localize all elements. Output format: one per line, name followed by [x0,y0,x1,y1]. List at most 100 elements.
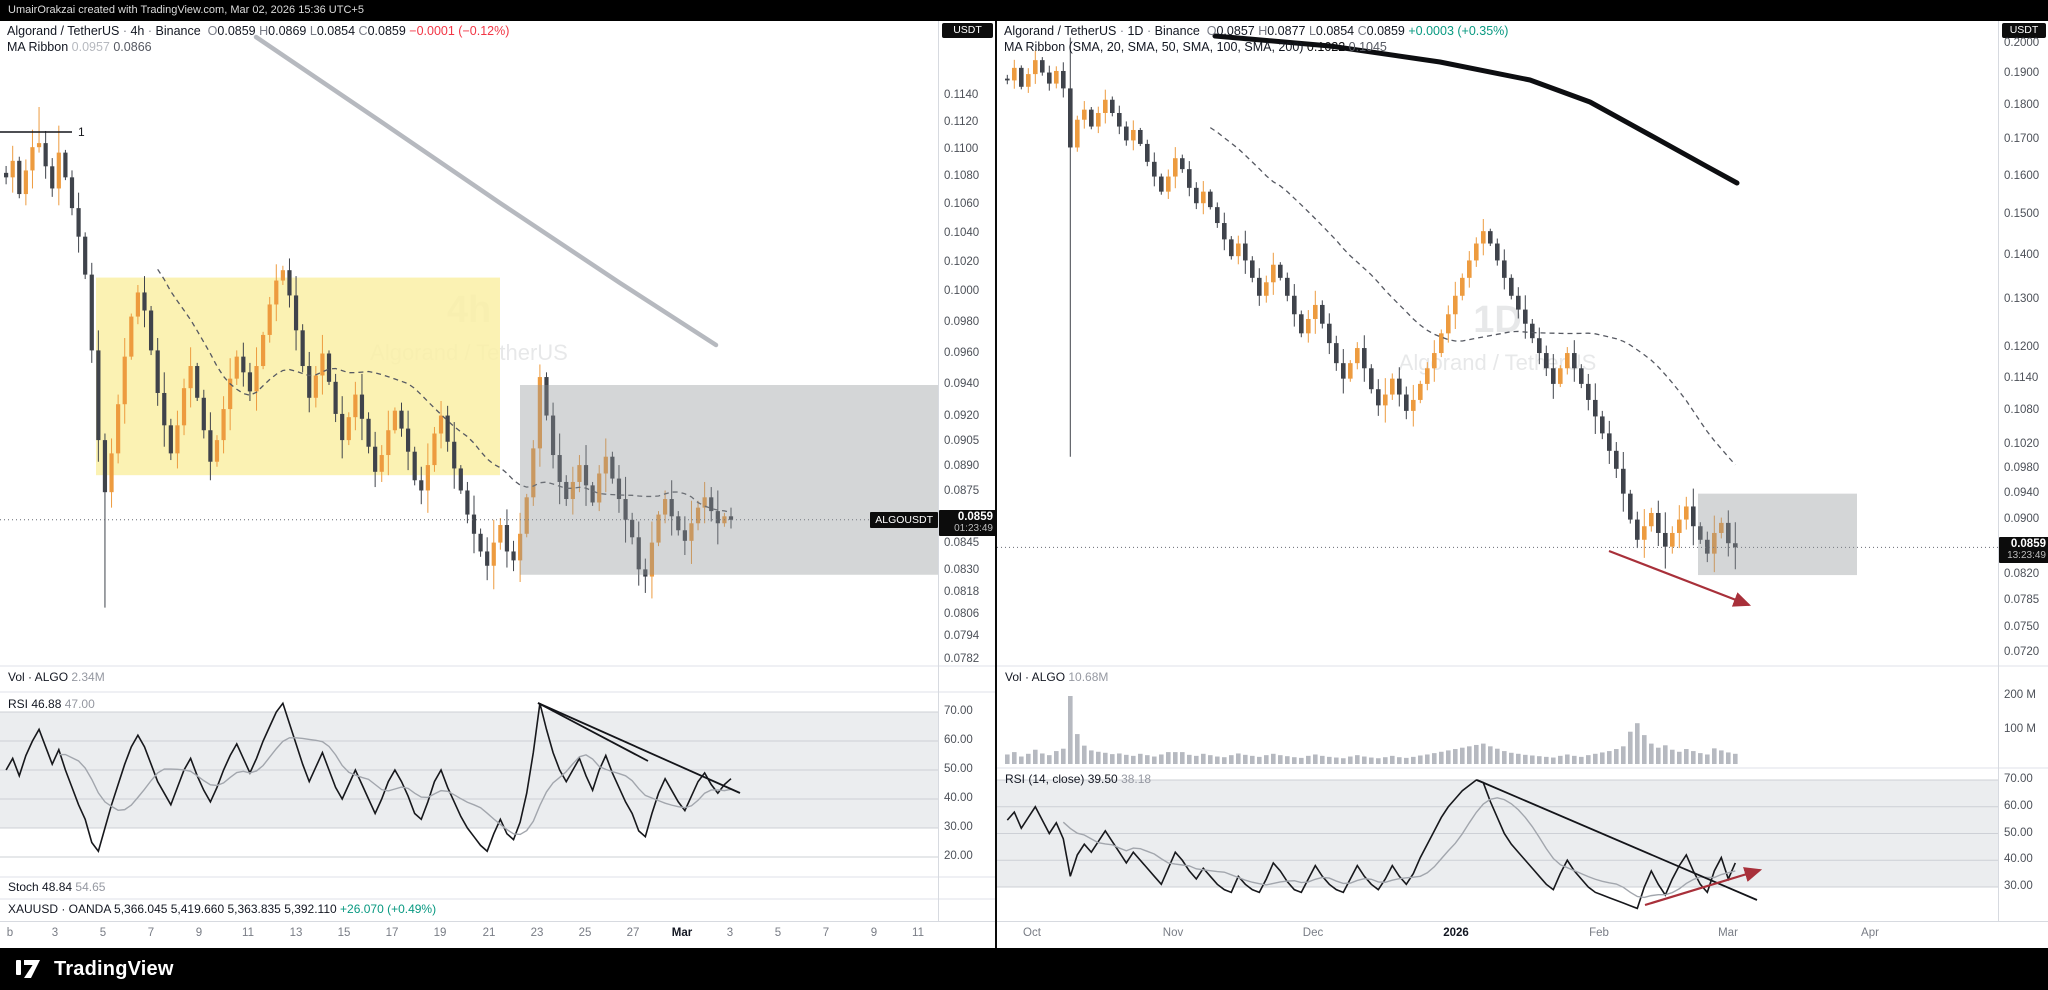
price-axis-label: 0.0980 [944,315,980,328]
price-axis-label: 0.0830 [944,564,980,577]
price-axis-label: 0.1000 [944,285,980,298]
time-axis-label: 5 [99,927,107,939]
time-axis-label: 13 [289,927,303,939]
volume-axis-label: 100 M [2004,723,2036,735]
price-axis-label: 0.1600 [2004,169,2040,182]
symbol-price-label: ALGOUSDT [870,511,938,528]
gray-highlight-box[interactable] [1698,493,1857,576]
price-chart-4h[interactable]: 1 [0,21,995,948]
price-axis-4h[interactable]: USDT 0.0859 01:23:49 0.1140 0.1120 0.1100 0… [938,21,996,921]
interval-label[interactable]: 4h [130,24,145,38]
time-axis-label: 7 [822,927,830,939]
price-axis-label: 0.1400 [2004,249,2040,262]
price-axis-label: 0.1900 [2004,67,2040,80]
price-axis-label: 0.0900 [2004,512,2040,525]
price-axis-label: 0.0806 [944,608,980,621]
price-axis-label: 0.1140 [944,89,979,102]
price-axis-label: 0.2000 [2004,36,2040,49]
current-price-tag: 0.0859 13:23:49 [1999,537,2048,564]
time-axis-label: Nov [1162,927,1184,939]
price-chart-1d[interactable] [997,21,2048,948]
volume-indicator-label[interactable]: Vol · ALGO 2.34M [8,670,105,684]
time-axis-label: 9 [195,927,203,939]
chart-panel-1d: 1D Algorand / TetherUS Algorand / Tether… [997,21,2048,948]
price-axis-label: 0.1060 [944,198,980,211]
price-axis-label: 0.1080 [2004,403,2040,416]
rsi-indicator-label[interactable]: RSI 46.88 47.00 [8,697,95,711]
price-axis-label: 0.1040 [944,226,980,239]
price-axis-label: 0.1120 [944,115,979,128]
rsi-line [5,701,732,853]
symbol-title[interactable]: Algorand / TetherUS [7,24,120,38]
price-axis-label: 0.1800 [2004,99,2040,112]
price-axis-label: 0.1700 [2004,133,2040,146]
time-axis-label: b [6,927,14,939]
panel-divider [995,21,997,948]
rsi-trendline[interactable] [537,702,649,762]
volume-bars [1005,696,1738,764]
price-axis-label: 0.0875 [944,485,980,498]
tradingview-brand-text[interactable]: TradingView [54,957,174,980]
candles [4,107,734,608]
interval-label[interactable]: 1D [1127,24,1144,38]
price-axis-label: 0.1100 [944,142,979,155]
ma-ribbon-legend[interactable]: MA Ribbon 0.0957 0.0866 [7,40,152,54]
chart-legend-1d: Algorand / TetherUS · 1D · Binance O0.08… [1004,24,1509,38]
tradingview-footer: TradingView [0,948,2048,990]
rsi-axis-label: 40.00 [2004,853,2033,866]
time-axis-label: 25 [578,927,592,939]
ohlc-low: 0.0854 [316,24,356,38]
time-axis-label: Dec [1302,927,1324,939]
candles [1005,37,1738,573]
price-axis-label: 0.1300 [2004,293,2040,306]
stoch-indicator-label[interactable]: Stoch 48.84 54.65 [8,880,106,894]
time-axis-1d[interactable]: Oct Nov Dec 2026 Feb Mar Apr [997,921,2048,949]
currency-badge[interactable]: USDT [2002,23,2046,38]
rsi-trendline[interactable] [537,702,741,794]
ma-ribbon-dashed-line [157,268,732,514]
rsi-axis-label: 20.00 [944,850,973,862]
time-axis-label: Feb [1589,927,1609,939]
volume-axis-label: 200 M [2004,689,2036,701]
price-trend-arrow[interactable] [1608,549,1752,607]
rsi-axis-label: 70.00 [944,705,973,717]
chart-legend-4h: Algorand / TetherUS · 4h · Binance O0.08… [7,24,510,38]
ma-ribbon-dashed-line [1209,127,1736,466]
change-value: +0.0003 (+0.35%) [1408,24,1509,38]
price-axis-label: 0.0980 [2004,461,2040,474]
price-axis-label: 0.0940 [944,378,980,390]
symbol-title[interactable]: Algorand / TetherUS [1004,24,1117,38]
price-axis-label: 0.0794 [944,630,980,643]
rsi-indicator-label[interactable]: RSI (14, close) 39.50 38.18 [1005,772,1152,786]
rsi-trendline[interactable] [1476,779,1758,901]
current-price-tag: 0.0859 01:23:49 [939,509,996,536]
ohlc-close: 0.0859 [1366,24,1405,38]
rsi-axis-label: 50.00 [944,763,973,775]
time-axis-label: Oct [1023,927,1041,939]
tradingview-logo-icon[interactable] [16,957,44,981]
time-axis-4h[interactable]: b 3 5 7 9 11 13 15 17 19 21 23 25 27 Mar 3 5 7 9 11 [0,921,995,949]
attribution-bar: UmairOrakzai created with TradingView.co… [0,0,2048,21]
price-axis-label: 0.0905 [944,434,980,447]
price-axis-label: 0.0890 [944,459,980,472]
rsi-axis-label: 50.00 [2004,826,2033,839]
time-axis-label: 11 [912,927,924,939]
time-axis-label: 11 [242,927,254,939]
price-axis-label: 0.0785 [2004,594,2040,607]
rsi-divergence-arrow[interactable] [1644,867,1763,907]
price-axis-label: 0.0845 [944,537,980,550]
change-value: −0.0001 (−0.12%) [409,24,510,38]
gray-highlight-box[interactable] [520,385,938,575]
price-axis-label: 0.1020 [944,255,980,268]
price-axis-label: 0.0820 [2004,568,2040,581]
xauusd-indicator-label[interactable]: XAUUSD · OANDA 5,366.045 5,419.660 5,363… [8,902,437,916]
ohlc-close: 0.0859 [367,24,406,38]
price-axis-label: 0.1020 [2004,437,2040,450]
bar-countdown: 13:23:49 [2007,550,2046,562]
ohlc-high: 0.0869 [268,24,307,38]
volume-indicator-label[interactable]: Vol · ALGO 10.68M [1005,670,1109,684]
currency-badge[interactable]: USDT [942,23,993,38]
ma-ribbon-legend[interactable]: MA Ribbon (SMA, 20, SMA, 50, SMA, 100, S… [1004,40,1387,54]
rsi-axis-label: 40.00 [944,792,973,804]
price-axis-1d[interactable]: USDT 0.0859 13:23:49 0.2000 0.1900 0.1800 0… [1998,21,2048,921]
